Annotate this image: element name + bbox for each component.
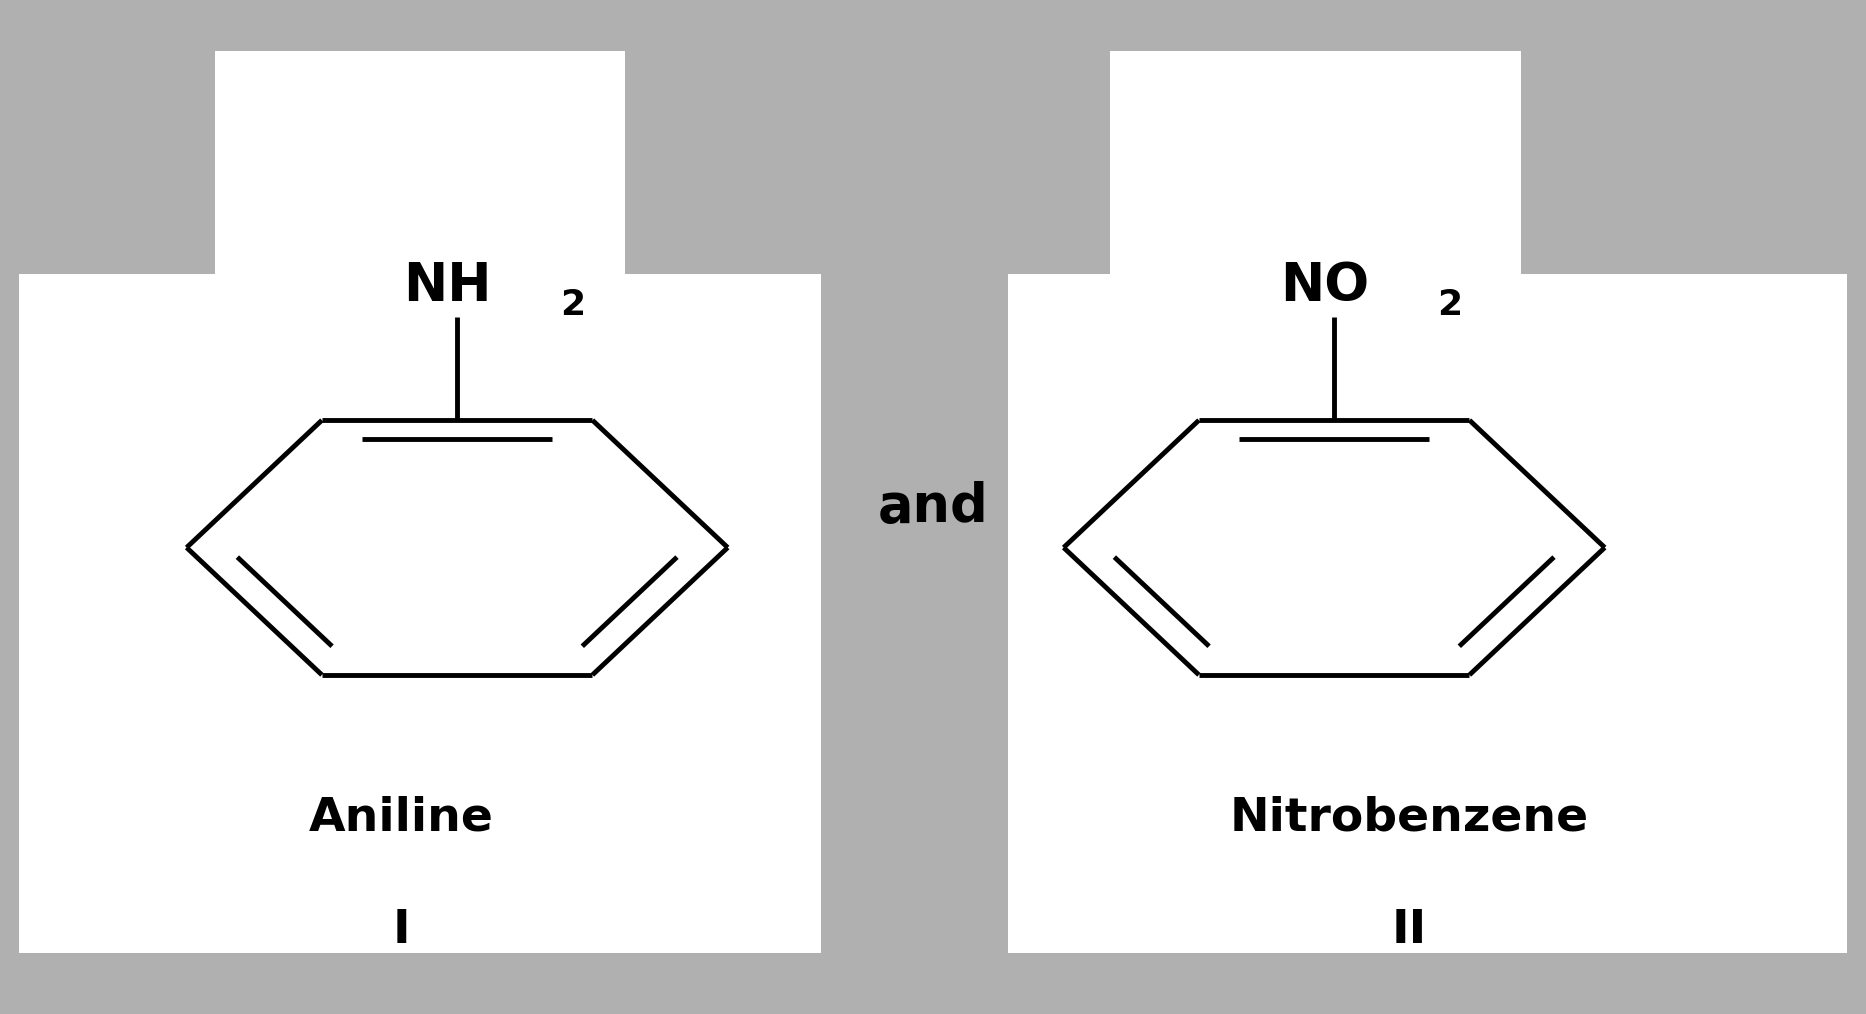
Text: and: and <box>877 481 989 533</box>
Text: 2: 2 <box>560 288 584 322</box>
Text: NH: NH <box>403 261 493 312</box>
Text: 2: 2 <box>1437 288 1461 322</box>
Bar <box>19 274 821 953</box>
Bar <box>215 51 625 406</box>
Text: Nitrobenzene: Nitrobenzene <box>1230 796 1588 841</box>
Text: NO: NO <box>1280 261 1370 312</box>
Text: II: II <box>1392 908 1426 952</box>
Text: I: I <box>392 908 411 952</box>
Text: Aniline: Aniline <box>308 796 494 841</box>
Bar <box>1008 274 1847 953</box>
Bar <box>1110 51 1521 406</box>
